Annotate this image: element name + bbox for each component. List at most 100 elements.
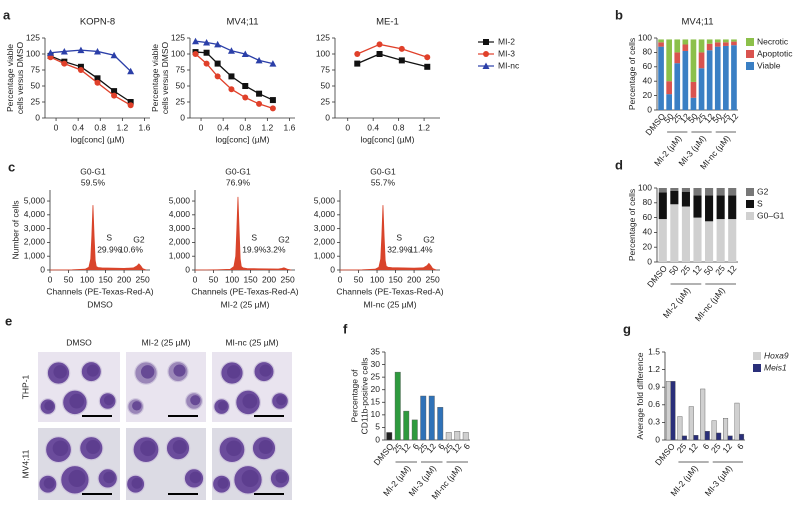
nucleus: [132, 401, 142, 411]
chart-subtitle: DMSO: [87, 299, 113, 309]
bar: [454, 431, 461, 441]
nucleus: [131, 477, 143, 489]
bar: [665, 381, 671, 441]
bar-segment: [658, 39, 664, 43]
x-tick-label: 0.4: [367, 122, 379, 132]
nucleus: [276, 395, 287, 406]
legend-marker: [482, 62, 490, 69]
bar: [734, 402, 740, 441]
phase-percent: 59.5%: [81, 177, 106, 187]
bar-segment: [674, 63, 681, 110]
bar-segment: [731, 41, 737, 46]
bar-segment: [723, 45, 729, 110]
chart-title: ME-1: [376, 17, 399, 28]
panel-letter: d: [615, 157, 623, 172]
y-tick-label: 0: [185, 264, 190, 274]
bar-segment: [681, 188, 690, 192]
y-tick-label: 2,000: [314, 237, 336, 247]
marker: [214, 73, 221, 80]
bar: [428, 395, 435, 441]
legend-swatch: [746, 200, 754, 208]
panel-letter: a: [3, 7, 11, 22]
nucleus: [242, 393, 258, 409]
x-tick-label: 50: [209, 274, 219, 284]
phase-percent: 76.9%: [226, 177, 251, 187]
bar-segment: [716, 188, 725, 196]
nucleus: [259, 364, 272, 377]
y-tick-label: 60: [643, 61, 653, 71]
x-tick-label: 12: [726, 111, 740, 125]
marker: [94, 75, 101, 82]
bar-segment: [706, 50, 713, 110]
bar-segment: [681, 206, 690, 262]
bar: [723, 418, 729, 441]
x-axis-label: Channels (PE-Texas-Red-A): [336, 286, 443, 296]
y-tick-label: 100: [26, 48, 40, 58]
chart-title: MV4;11: [226, 17, 258, 28]
bar-segment: [666, 39, 672, 82]
x-axis-label: log[conc] (µM): [360, 134, 414, 144]
x-tick-label: 200: [262, 274, 276, 284]
y-tick-label: 0.6: [648, 399, 660, 409]
nucleus: [190, 395, 201, 406]
bar-segment: [728, 188, 737, 196]
y-tick-label: 60: [643, 212, 653, 222]
nucleus: [68, 469, 86, 487]
legend-swatch: [746, 62, 754, 70]
y-tick-label: 35: [371, 346, 381, 356]
y-tick-label: 40: [643, 75, 653, 85]
marker: [127, 67, 135, 75]
y-tick-label: 5,000: [24, 195, 46, 205]
bar-segment: [658, 188, 667, 193]
bar-segment: [706, 43, 713, 51]
y-tick-label: 100: [171, 48, 185, 58]
bar-segment: [658, 219, 667, 262]
y-tick-label: 0: [40, 264, 45, 274]
marker: [94, 79, 101, 86]
y-tick-label: 30: [371, 359, 381, 369]
x-tick-label: 100: [80, 274, 94, 284]
nucleus: [189, 471, 202, 484]
x-tick-label: 0: [345, 122, 350, 132]
legend-label: S: [757, 198, 763, 208]
bar-segment: [682, 44, 689, 51]
y-tick-label: 0: [330, 264, 335, 274]
marker: [127, 102, 134, 109]
histogram-area: [194, 196, 292, 271]
y-tick-label: 2,000: [169, 237, 191, 247]
phase-label: G2: [423, 234, 435, 244]
nucleus: [103, 471, 115, 484]
bar: [411, 419, 418, 441]
marker: [269, 97, 276, 104]
histogram-area: [339, 205, 437, 271]
x-tick-label: DMSO: [653, 441, 677, 467]
x-tick-label: 0: [199, 122, 204, 132]
y-tick-label: 125: [171, 32, 185, 42]
bar: [403, 410, 410, 441]
bar-segment: [728, 195, 737, 220]
x-tick-label: 0.4: [72, 122, 84, 132]
group-label: MI-2 (µM): [661, 285, 693, 320]
nucleus: [44, 401, 54, 411]
x-tick-label: 12: [725, 263, 739, 277]
y-tick-label: 125: [26, 32, 40, 42]
bar-segment: [690, 81, 697, 98]
bar-segment: [670, 190, 679, 205]
nucleus: [226, 440, 242, 457]
column-label: DMSO: [66, 337, 92, 347]
x-tick-label: 1.2: [418, 122, 430, 132]
nucleus: [173, 364, 186, 377]
panel-letter: c: [8, 159, 15, 174]
bar-segment: [658, 42, 664, 47]
x-axis-label: log[conc] (µM): [215, 134, 269, 144]
y-tick-label: 25: [321, 96, 331, 106]
phase-percent: 29.9%: [97, 244, 122, 254]
y-tick-label: 80: [643, 197, 653, 207]
bar-segment: [681, 191, 690, 207]
marker: [77, 63, 84, 70]
marker: [228, 73, 235, 80]
phase-label: S: [251, 232, 257, 242]
y-tick-label: 15: [371, 397, 381, 407]
bar: [739, 433, 745, 441]
bar-segment: [670, 204, 679, 262]
